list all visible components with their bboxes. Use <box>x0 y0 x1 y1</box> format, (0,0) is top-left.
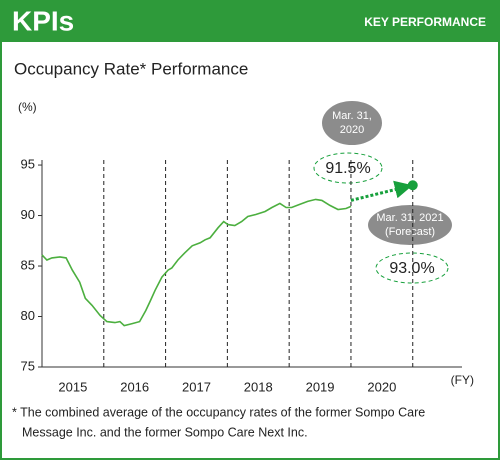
header-title: KPIs <box>12 5 74 36</box>
x-tick-label: 2020 <box>367 379 396 394</box>
x-tick-label: 2017 <box>182 379 211 394</box>
y-tick-label: 90 <box>21 207 35 222</box>
footnote: Message Inc. and the former Sompo Care N… <box>22 425 308 439</box>
date-label: Mar. 31, 2021 <box>376 212 443 224</box>
x-tick-label: 2015 <box>58 379 87 394</box>
date-bubble <box>368 205 452 245</box>
footnote: * The combined average of the occupancy … <box>12 405 425 419</box>
x-tick-label: 2019 <box>306 379 335 394</box>
date-bubble <box>322 101 382 145</box>
y-tick-label: 85 <box>21 257 35 272</box>
y-tick-label: 75 <box>21 358 35 373</box>
y-tick-label: 95 <box>21 156 35 171</box>
header-bar <box>0 0 500 42</box>
chart-title: Occupancy Rate* Performance <box>14 59 248 78</box>
header-tag: KEY PERFORMANCE <box>364 15 486 29</box>
date-label: Mar. 31, <box>332 110 372 122</box>
y-tick-label: 80 <box>21 308 35 323</box>
forecast-line <box>350 180 413 202</box>
y-label: (%) <box>18 100 37 114</box>
forecast-point <box>407 180 418 191</box>
value-label: 93.0% <box>389 260 434 277</box>
date-label: (Forecast) <box>385 226 435 238</box>
value-bubble <box>375 252 449 284</box>
occupancy-line <box>41 198 352 327</box>
value-bubble <box>313 152 383 184</box>
date-label: 2020 <box>340 124 364 136</box>
x-tick-label: 2016 <box>120 379 149 394</box>
value-label: 91.5% <box>325 160 370 177</box>
x-label: (FY) <box>451 373 474 387</box>
x-tick-label: 2018 <box>244 379 273 394</box>
